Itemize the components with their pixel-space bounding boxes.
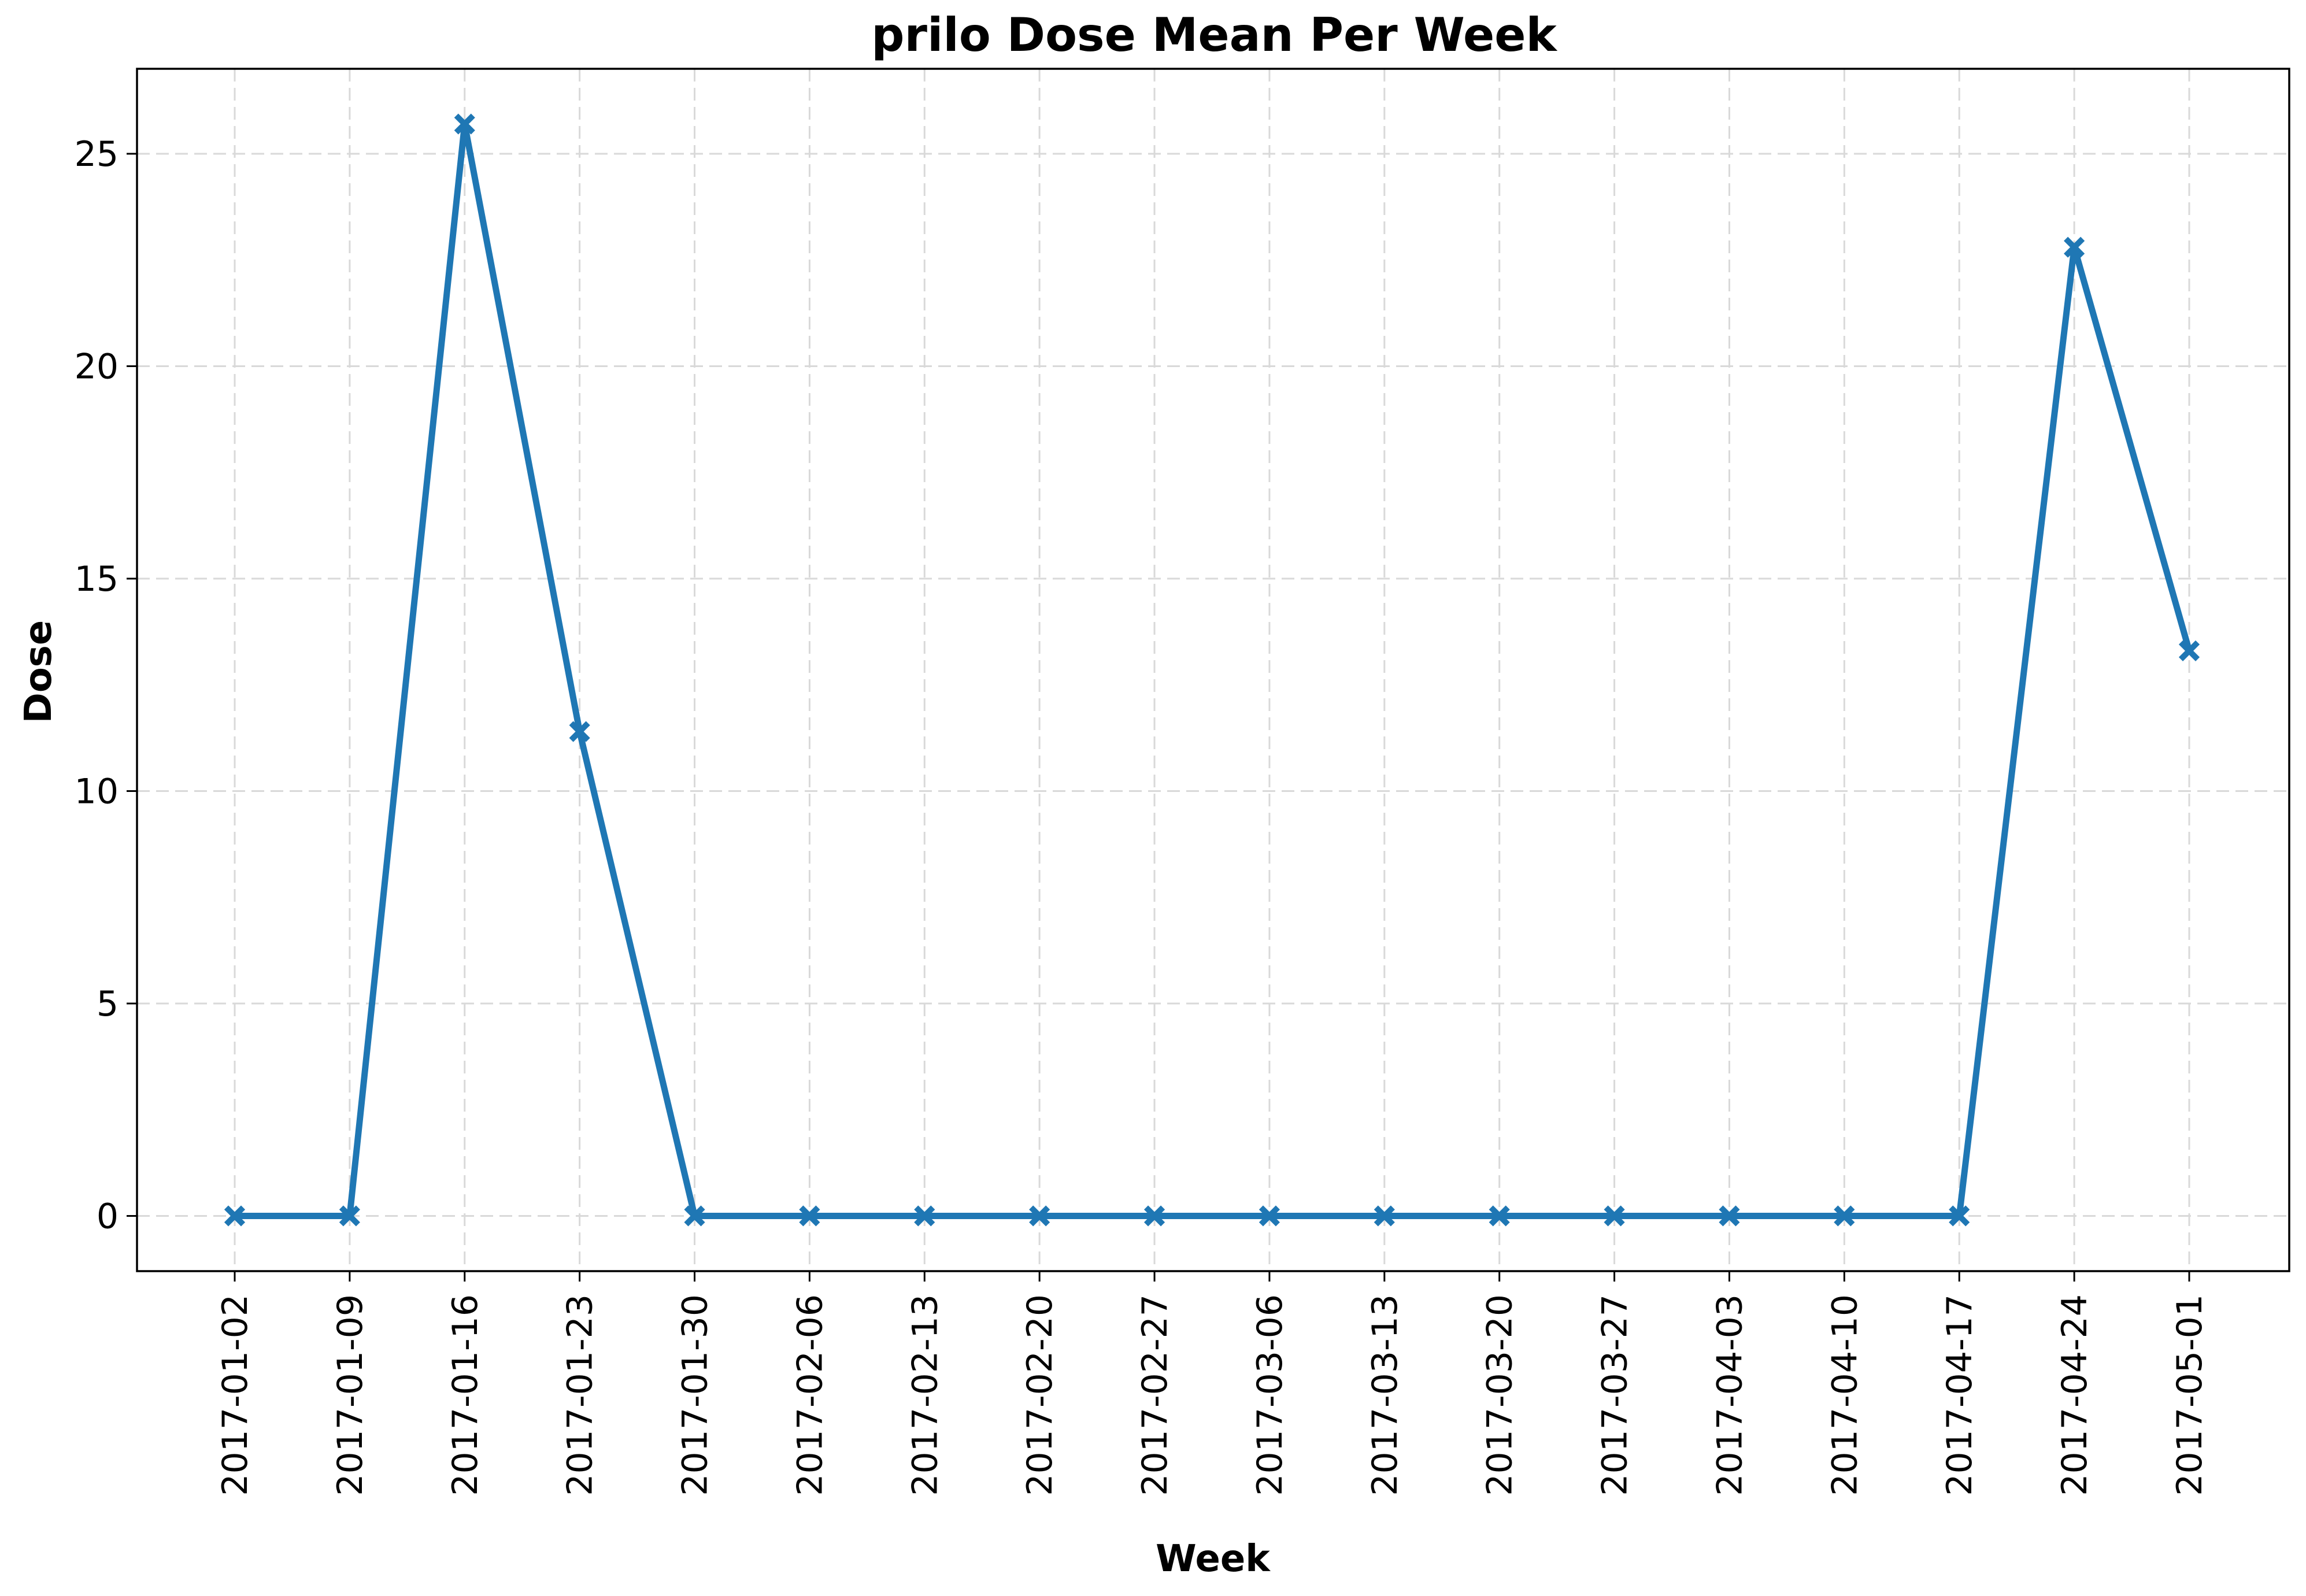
x-tick-label: 2017-02-13 bbox=[905, 1294, 945, 1496]
data-point-marker bbox=[799, 1205, 820, 1227]
data-point-marker bbox=[1259, 1205, 1280, 1227]
x-tick-label: 2017-05-01 bbox=[2170, 1294, 2210, 1496]
data-point-marker bbox=[569, 721, 590, 742]
data-point-marker bbox=[339, 1205, 360, 1227]
series-layer bbox=[224, 113, 2200, 1227]
y-tick-label: 10 bbox=[75, 771, 119, 812]
data-point-marker bbox=[1489, 1205, 1510, 1227]
x-tick-label: 2017-02-06 bbox=[790, 1294, 830, 1496]
x-tick-label: 2017-04-10 bbox=[1824, 1294, 1865, 1496]
data-point-marker bbox=[2064, 236, 2085, 258]
data-point-marker bbox=[1604, 1205, 1625, 1227]
x-tick-label: 2017-01-16 bbox=[445, 1294, 486, 1496]
x-tick-label: 2017-03-13 bbox=[1365, 1294, 1405, 1496]
chart-title: prilo Dose Mean Per Week bbox=[871, 8, 1557, 62]
x-tick-label: 2017-04-17 bbox=[1939, 1294, 1980, 1496]
x-tick-label: 2017-03-20 bbox=[1480, 1294, 1520, 1496]
data-point-marker bbox=[1374, 1205, 1395, 1227]
x-tick-label: 2017-01-09 bbox=[330, 1294, 371, 1496]
data-point-marker bbox=[914, 1205, 935, 1227]
y-tick-label: 5 bbox=[97, 984, 119, 1024]
data-point-marker bbox=[1143, 1205, 1165, 1227]
x-tick-label: 2017-01-30 bbox=[675, 1294, 716, 1496]
data-point-marker bbox=[1029, 1205, 1050, 1227]
y-tick-label: 0 bbox=[97, 1196, 119, 1236]
data-point-marker bbox=[224, 1205, 246, 1227]
y-tick-label: 20 bbox=[75, 346, 119, 387]
x-tick-label: 2017-02-20 bbox=[1020, 1294, 1060, 1496]
x-tick-label: 2017-03-27 bbox=[1595, 1294, 1635, 1496]
axes: 2017-01-02 2017-01-09 2017-01-16 2017-01-23… bbox=[75, 134, 2210, 1496]
x-tick-label: 2017-02-27 bbox=[1135, 1294, 1175, 1496]
x-tick-label: 2017-04-03 bbox=[1709, 1294, 1750, 1496]
data-point-marker bbox=[1834, 1205, 1855, 1227]
x-tick-label: 2017-01-02 bbox=[215, 1294, 256, 1496]
grid bbox=[137, 69, 2289, 1271]
data-point-marker bbox=[1719, 1205, 1740, 1227]
series-line bbox=[231, 121, 2193, 1219]
data-point-marker bbox=[684, 1205, 705, 1227]
data-point-marker bbox=[2178, 640, 2200, 661]
data-point-marker bbox=[1949, 1205, 1970, 1227]
x-tick-label: 2017-04-24 bbox=[2055, 1294, 2095, 1496]
y-axis-label: Dose bbox=[17, 620, 60, 724]
x-axis-label: Week bbox=[1156, 1538, 1271, 1580]
plot-frame bbox=[136, 68, 2290, 1272]
x-tick-label: 2017-01-23 bbox=[560, 1294, 601, 1496]
y-tick-label: 25 bbox=[75, 134, 119, 175]
data-point-marker bbox=[454, 113, 475, 135]
y-tick-label: 15 bbox=[75, 559, 119, 599]
x-tick-label: 2017-03-06 bbox=[1250, 1294, 1290, 1496]
